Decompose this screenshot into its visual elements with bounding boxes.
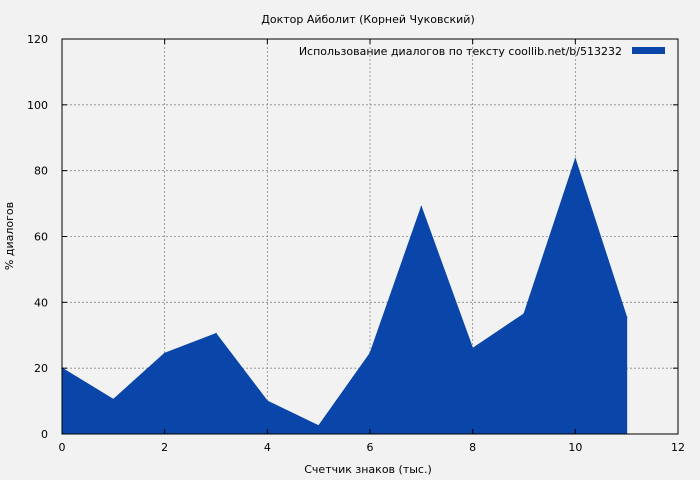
y-tick-label: 60 (34, 231, 48, 244)
data-point (112, 398, 115, 401)
y-tick-label: 120 (27, 33, 48, 46)
x-tick-label: 6 (367, 441, 374, 454)
x-tick-label: 12 (671, 441, 685, 454)
legend: Использование диалогов по тексту coollib… (299, 45, 665, 58)
y-axis-label: % диалогов (3, 202, 16, 270)
data-point (317, 424, 320, 427)
x-tick-label: 10 (568, 441, 582, 454)
y-tick-label: 100 (27, 99, 48, 112)
x-tick-label: 4 (264, 441, 271, 454)
data-point (625, 316, 628, 318)
y-tick-label: 20 (34, 362, 48, 375)
data-point (369, 352, 371, 355)
data-point (420, 206, 423, 208)
legend-label: Использование диалогов по тексту coollib… (299, 45, 622, 58)
legend-swatch (632, 47, 665, 54)
chart-title: Доктор Айболит (Корней Чуковский) (261, 13, 474, 26)
data-point (523, 313, 525, 315)
y-tick-label: 80 (34, 165, 48, 178)
x-tick-label: 8 (469, 441, 476, 454)
data-point (471, 347, 474, 350)
data-point (266, 400, 269, 402)
x-tick-label: 0 (59, 441, 66, 454)
data-point (163, 352, 166, 355)
data-point (215, 332, 217, 335)
y-tick-label: 0 (41, 428, 48, 441)
data-point (574, 158, 577, 160)
x-axis-label: Счетчик знаков (тыс.) (304, 463, 432, 476)
x-tick-label: 2 (161, 441, 168, 454)
y-tick-label: 40 (34, 296, 48, 309)
